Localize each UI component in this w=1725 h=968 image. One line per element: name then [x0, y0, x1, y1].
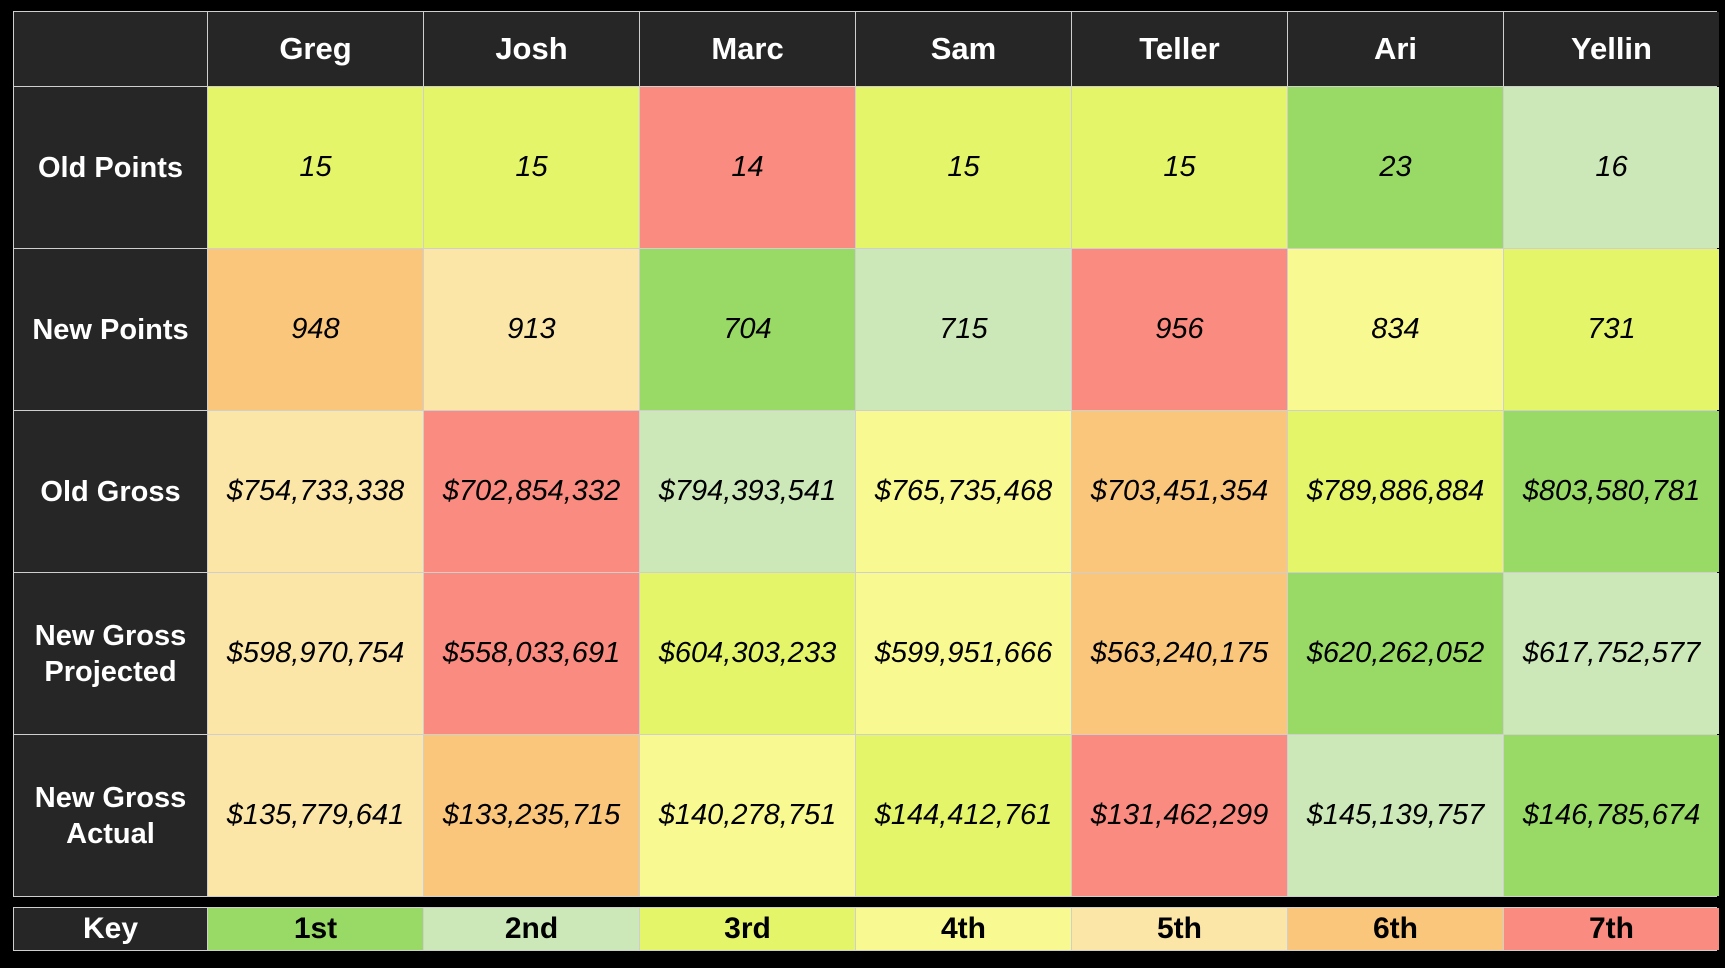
table-cell: $703,451,354	[1072, 411, 1287, 572]
column-header-yellin: Yellin	[1504, 12, 1719, 86]
table-cell: $131,462,299	[1072, 735, 1287, 896]
table-cell: $765,735,468	[856, 411, 1071, 572]
table-cell: $598,970,754	[208, 573, 423, 734]
table-cell: 731	[1504, 249, 1719, 410]
key-item-1st: 1st	[208, 908, 423, 950]
table-cell: $789,886,884	[1288, 411, 1503, 572]
table-cell: 948	[208, 249, 423, 410]
table-cell: 956	[1072, 249, 1287, 410]
table-cell: 23	[1288, 87, 1503, 248]
key-item-2nd: 2nd	[424, 908, 639, 950]
key-item-5th: 5th	[1072, 908, 1287, 950]
column-header-marc: Marc	[640, 12, 855, 86]
row-label-old-gross: Old Gross	[14, 411, 207, 572]
table-cell: 834	[1288, 249, 1503, 410]
scores-table: Greg Josh Marc Sam Teller Ari Yellin Old…	[13, 11, 1719, 897]
table-cell: 16	[1504, 87, 1719, 248]
table-cell: 14	[640, 87, 855, 248]
key-item-4th: 4th	[856, 908, 1071, 950]
table-cell: $620,262,052	[1288, 573, 1503, 734]
table-corner-cell	[14, 12, 207, 86]
key-item-3rd: 3rd	[640, 908, 855, 950]
table-cell: $754,733,338	[208, 411, 423, 572]
table-cell: $146,785,674	[1504, 735, 1719, 896]
table-cell: $617,752,577	[1504, 573, 1719, 734]
table-cell: $604,303,233	[640, 573, 855, 734]
column-header-teller: Teller	[1072, 12, 1287, 86]
column-header-sam: Sam	[856, 12, 1071, 86]
column-header-greg: Greg	[208, 12, 423, 86]
table-cell: $144,412,761	[856, 735, 1071, 896]
table-cell: $563,240,175	[1072, 573, 1287, 734]
table-cell: $135,779,641	[208, 735, 423, 896]
column-header-josh: Josh	[424, 12, 639, 86]
table-cell: $599,951,666	[856, 573, 1071, 734]
column-header-ari: Ari	[1288, 12, 1503, 86]
table-cell: $558,033,691	[424, 573, 639, 734]
table-cell: 15	[856, 87, 1071, 248]
table-cell: 913	[424, 249, 639, 410]
table-cell: 704	[640, 249, 855, 410]
row-label-old-points: Old Points	[14, 87, 207, 248]
table-cell: 15	[424, 87, 639, 248]
table-cell: $140,278,751	[640, 735, 855, 896]
table-cell: $803,580,781	[1504, 411, 1719, 572]
table-cell: 15	[208, 87, 423, 248]
table-cell: $702,854,332	[424, 411, 639, 572]
row-label-new-points: New Points	[14, 249, 207, 410]
table-cell: $794,393,541	[640, 411, 855, 572]
row-label-new-gross-actual: New Gross Actual	[14, 735, 207, 896]
key-item-6th: 6th	[1288, 908, 1503, 950]
color-key: Key 1st 2nd 3rd 4th 5th 6th 7th	[13, 907, 1719, 951]
key-label: Key	[14, 908, 207, 950]
table-cell: 715	[856, 249, 1071, 410]
table-cell: 15	[1072, 87, 1287, 248]
table-cell: $145,139,757	[1288, 735, 1503, 896]
row-label-new-gross-projected: New Gross Projected	[14, 573, 207, 734]
key-item-7th: 7th	[1504, 908, 1719, 950]
table-cell: $133,235,715	[424, 735, 639, 896]
